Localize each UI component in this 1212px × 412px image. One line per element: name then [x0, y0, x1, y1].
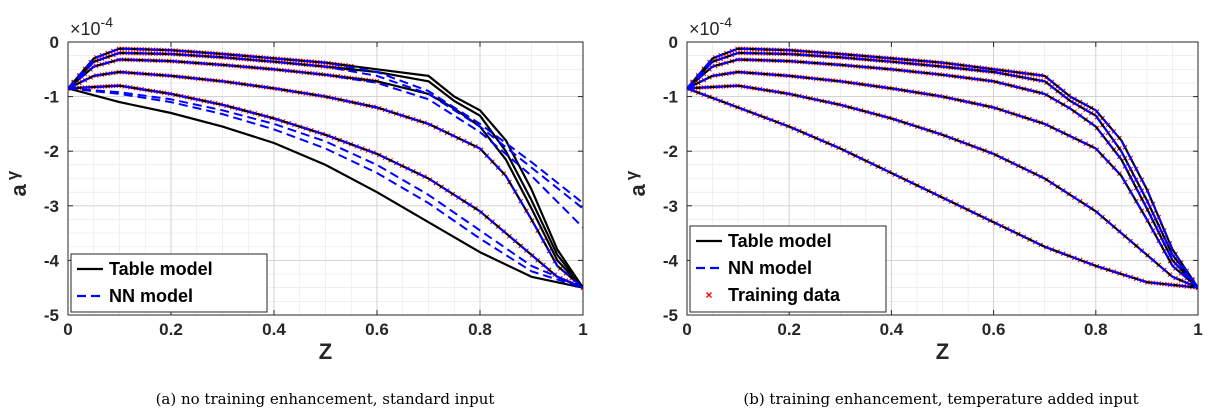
x-axis-label: Z [319, 339, 332, 364]
nn-model-line [687, 87, 1198, 289]
legend-box [689, 225, 887, 313]
x-tick-label: 0.4 [880, 320, 904, 339]
y-tick-label: -3 [663, 197, 678, 216]
axes-box [686, 41, 1199, 316]
legend-label: Training data [728, 285, 841, 305]
plot-content [687, 46, 1198, 291]
table-model-line [68, 87, 583, 289]
x-tick-label: 0.2 [159, 320, 183, 339]
y-axis-label: aγ [622, 170, 650, 196]
nn-model-line [687, 71, 1198, 289]
y-tick-label: 0 [669, 33, 678, 52]
legend-label: NN model [109, 286, 193, 306]
legend-marker-training-data [706, 292, 712, 298]
y-tick-label: -2 [44, 142, 59, 161]
nn-model-line [687, 47, 1198, 289]
y-exponent-label: ×10-4 [70, 14, 113, 39]
y-tick-label: 0 [50, 33, 59, 52]
x-tick-label: 0.2 [777, 320, 801, 339]
x-tick-label: 1 [578, 320, 587, 339]
legend-label: NN model [728, 258, 812, 278]
y-tick-label: -4 [663, 251, 679, 270]
x-tick-label: 0.6 [365, 320, 389, 339]
legend-label: Table model [728, 231, 832, 251]
figure-caption: (b) training enhancement, temperature ad… [743, 390, 1138, 408]
y-tick-label: -1 [663, 88, 678, 107]
nn-model-line [68, 47, 583, 204]
x-tick-label: 0.8 [468, 320, 492, 339]
chart-panel-a: 0 0.2 0.4 0.6 0.8 1 0 -1 -2 -3 -4 -5 ×10-4 Zaγ Table m… [3, 14, 588, 408]
nn-model-line [68, 87, 583, 289]
legend-box [70, 253, 268, 313]
axes-box [67, 41, 584, 316]
nn-model-line [687, 58, 1198, 289]
y-tick-label: -2 [663, 142, 678, 161]
chart-panel-b: 0 0.2 0.4 0.6 0.8 1 0 -1 -2 -3 -4 -5 ×10-4 Zaγ Table m… [622, 14, 1203, 408]
legend-label: Table model [109, 259, 213, 279]
x-tick-label: 1 [1193, 320, 1202, 339]
y-tick-label: -5 [44, 306, 59, 325]
legend: Table model NN model Training data [689, 225, 887, 313]
x-tick-label: 0.4 [262, 320, 286, 339]
y-exponent-label: ×10-4 [689, 14, 732, 39]
table-model-line [687, 51, 1198, 289]
legend: Table model NN model [70, 253, 268, 313]
nn-model-line [68, 87, 583, 289]
figure-caption: (a) no training enhancement, standard in… [156, 390, 495, 408]
y-tick-label: -4 [44, 251, 60, 270]
x-tick-label: 0 [682, 320, 691, 339]
nn-model-line [68, 71, 583, 289]
x-tick-label: 0.8 [1084, 320, 1108, 339]
x-tick-label: 0.6 [982, 320, 1006, 339]
x-axis-label: Z [936, 339, 949, 364]
y-axis-label: aγ [3, 170, 31, 196]
nn-model-line [68, 51, 583, 210]
y-tick-label: -5 [663, 306, 678, 325]
nn-model-line [68, 58, 583, 229]
nn-model-line [687, 84, 1198, 289]
x-tick-label: 0 [63, 320, 72, 339]
y-tick-label: -1 [44, 88, 59, 107]
y-tick-label: -3 [44, 197, 59, 216]
nn-model-line [68, 84, 583, 289]
plot-content [68, 46, 583, 291]
